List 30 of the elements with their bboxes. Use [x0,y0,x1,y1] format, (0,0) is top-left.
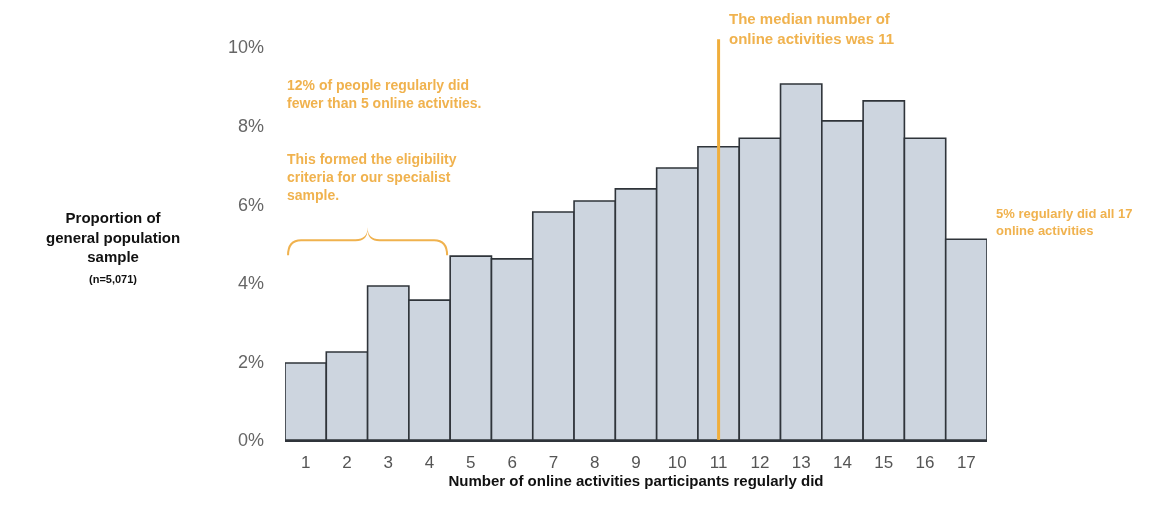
x-tick-label: 17 [956,453,976,473]
x-tick-label: 15 [874,453,894,473]
x-tick-label: 10 [667,453,687,473]
y-tick-label: 10% [227,37,264,58]
x-tick-label: 5 [466,453,476,473]
x-tick-label: 3 [383,453,393,473]
annotation: This formed the eligibility criteria for our specialist sample. [287,151,457,204]
y-tick-label: 6% [237,194,264,215]
x-tick-label: 9 [631,453,641,473]
x-tick-label: 1 [300,453,311,473]
y-tick-label: 4% [237,273,264,294]
y-tick-label: 2% [237,351,264,372]
x-tick-label: 12 [750,453,770,473]
x-tick-label: 11 [709,453,728,473]
y-tick-label: 0% [237,430,264,451]
x-axis-title: Number of online activities participants regularly did [448,472,824,490]
text: 5% regularly did all 17 online activities [996,206,1133,238]
text: The median number of online activities was 11 [729,10,895,47]
text: (n=5,071) [89,273,138,285]
annotation: 12% of people regularly did fewer than 5 online activities. [287,77,482,112]
x-tick-label: 14 [833,453,852,473]
y-axis-title: Proportion of general population sample [46,209,181,265]
y-tick-label: 8% [237,115,264,136]
x-tick-label: 8 [589,453,600,473]
x-tick-label: 4 [424,453,435,473]
x-tick-label: 13 [791,453,811,473]
x-tick-label: 6 [507,453,517,473]
x-tick-label: 7 [548,453,559,473]
x-tick-label: 2 [342,453,352,473]
x-tick-label: 16 [915,453,935,473]
